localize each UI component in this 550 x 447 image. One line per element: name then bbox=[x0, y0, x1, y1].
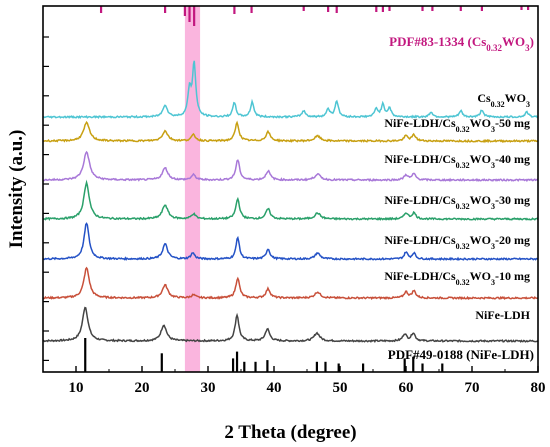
series-line-0 bbox=[42, 306, 539, 343]
series-labels: PDF#83-1334 (Cs0.32WO3) PDF#49-0188 (NiFe… bbox=[384, 34, 534, 362]
y-axis-title: Intensity (a.u.) bbox=[6, 130, 27, 249]
reference-label-1: PDF#49-0188 (NiFe-LDH) bbox=[388, 347, 534, 362]
reference-pattern-cs-wo3 bbox=[99, 6, 530, 26]
series-label-5: NiFe-LDH/Cs0.32WO3-50 mg bbox=[384, 116, 530, 134]
series-label-2: NiFe-LDH/Cs0.32WO3-20 mg bbox=[384, 233, 530, 251]
x-tick-label-20: 20 bbox=[135, 380, 150, 396]
x-tick-label-60: 60 bbox=[399, 380, 414, 396]
series-line-6 bbox=[42, 60, 539, 120]
series-line-1 bbox=[42, 266, 539, 301]
series-label-3: NiFe-LDH/Cs0.32WO3-30 mg bbox=[384, 193, 530, 211]
plot-frame bbox=[42, 5, 539, 373]
x-axis-ticks: 10 20 30 40 50 60 70 80 bbox=[42, 366, 546, 396]
x-axis-title: 2 Theta (degree) bbox=[224, 422, 356, 443]
x-tick-label-30: 30 bbox=[201, 380, 216, 396]
x-tick-label-40: 40 bbox=[267, 380, 282, 396]
series-line-4 bbox=[42, 150, 539, 183]
y-axis-ticks bbox=[43, 36, 49, 361]
highlight-band bbox=[184, 6, 201, 372]
x-tick-label-10: 10 bbox=[69, 380, 84, 396]
x-tick-label-70: 70 bbox=[465, 380, 480, 396]
x-tick-label-80: 80 bbox=[531, 380, 546, 396]
series-line-3 bbox=[42, 179, 539, 222]
series-label-4: NiFe-LDH/Cs0.32WO3-40 mg bbox=[384, 152, 530, 170]
series-layer bbox=[42, 60, 539, 343]
reference-label-0: PDF#83-1334 (Cs0.32WO3) bbox=[389, 34, 534, 53]
series-label-6: Cs0.32WO3 bbox=[477, 91, 530, 109]
series-label-0: NiFe-LDH bbox=[475, 308, 530, 322]
series-line-5 bbox=[42, 120, 539, 144]
reference-pattern-nife-ldh bbox=[84, 338, 444, 372]
series-line-2 bbox=[42, 222, 539, 262]
x-tick-label-50: 50 bbox=[333, 380, 348, 396]
series-label-1: NiFe-LDH/Cs0.32WO3-10 mg bbox=[384, 269, 530, 287]
